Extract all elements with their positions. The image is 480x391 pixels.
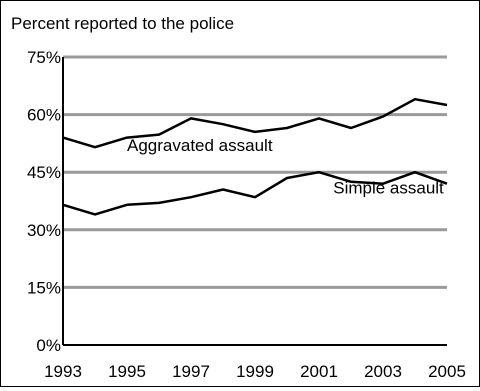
y-tick-label: 45% (27, 163, 61, 182)
series-label: Aggravated assault (127, 136, 273, 155)
y-tick-label: 30% (27, 221, 61, 240)
x-tick-label: 1997 (172, 362, 210, 381)
series-line-aggravated-assault (62, 97, 448, 149)
x-tick-label: 1999 (236, 362, 274, 381)
y-tick-label: 75% (27, 48, 61, 67)
y-tick-label: 60% (27, 106, 61, 125)
x-tick-label: 1995 (108, 362, 146, 381)
x-tick-label: 2005 (428, 362, 466, 381)
series-labels: Aggravated assault Simple assault (127, 136, 444, 197)
x-tick-label: 1993 (44, 362, 82, 381)
y-tick-label: 15% (27, 278, 61, 297)
grid (63, 55, 447, 289)
chart-title: Percent reported to the police (11, 14, 234, 33)
series-layer (62, 97, 448, 216)
series-label: Simple assault (333, 178, 444, 197)
tick-labels: 0% 15% 30% 45% 60% 75% 1993 1995 1997 1999 2001 200… (27, 48, 466, 381)
y-tick-label: 0% (36, 336, 61, 355)
x-tick-label: 2003 (364, 362, 402, 381)
axes (62, 57, 447, 346)
series-line-simple-assault (62, 170, 448, 216)
x-tick-label: 2001 (300, 362, 338, 381)
